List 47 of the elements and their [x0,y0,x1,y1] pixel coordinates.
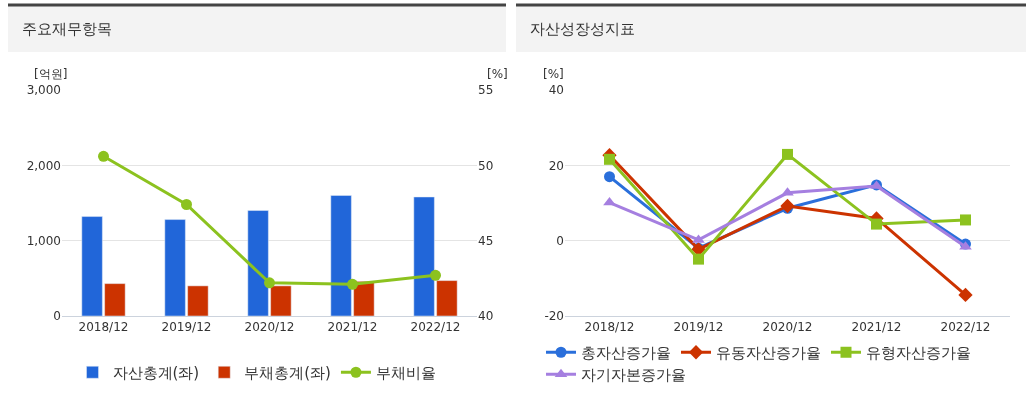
y-axis-title: [억원] [34,67,68,81]
y2-tick-label: 50 [478,158,494,173]
point [264,277,275,289]
x-tick-label: 2018/12 [584,320,635,335]
point [780,198,795,214]
point [782,148,793,160]
x-tick-label: 2019/12 [161,320,212,335]
x-tick-label: 2020/12 [762,320,813,335]
x-tick-label: 2021/12 [327,320,378,335]
y-tick-label: 1,000 [26,233,61,248]
x-tick-label: 2020/12 [244,320,295,335]
legend-label: 자기자본증가율 [581,366,686,385]
point [604,153,615,165]
chart-title: 자산성장성지표 [530,20,635,38]
y2-tick-label: 40 [478,309,494,324]
legend-label: 부채총계(좌) [244,364,331,383]
y-tick-label: 2,000 [26,158,61,173]
point [693,253,704,265]
y-tick-label: 3,000 [26,83,61,98]
point [98,150,109,162]
y-tick-label: 0 [53,309,61,324]
x-tick-label: 2019/12 [673,320,724,335]
x-tick-label: 2022/12 [410,320,461,335]
y-tick-label: -20 [544,309,564,324]
x-tick-label: 2022/12 [940,320,991,335]
legend-label: 부채비율 [375,364,436,383]
legend-label: 유동자산증가율 [716,344,821,363]
point [871,218,882,230]
x-tick-label: 2021/12 [851,320,902,335]
legend-label: 자산총계(좌) [112,364,200,383]
legend-label: 유형자산증가율 [866,344,971,363]
point [960,214,971,226]
x-tick-label: 2018/12 [78,320,129,335]
point [958,287,973,303]
legend-label: 총자산증가율 [581,344,671,363]
point [430,269,441,281]
y-tick-label: 20 [548,158,564,173]
point [604,171,615,183]
y2-axis-title: [%] [487,67,508,81]
y-axis-title: [%] [543,67,564,81]
point [347,278,358,290]
point [181,199,192,211]
y-tick-label: 40 [548,83,564,98]
y2-tick-label: 45 [478,233,494,248]
y2-tick-label: 55 [478,83,494,98]
y-tick-label: 0 [556,233,564,248]
chart-title: 주요재무항목 [22,20,112,38]
